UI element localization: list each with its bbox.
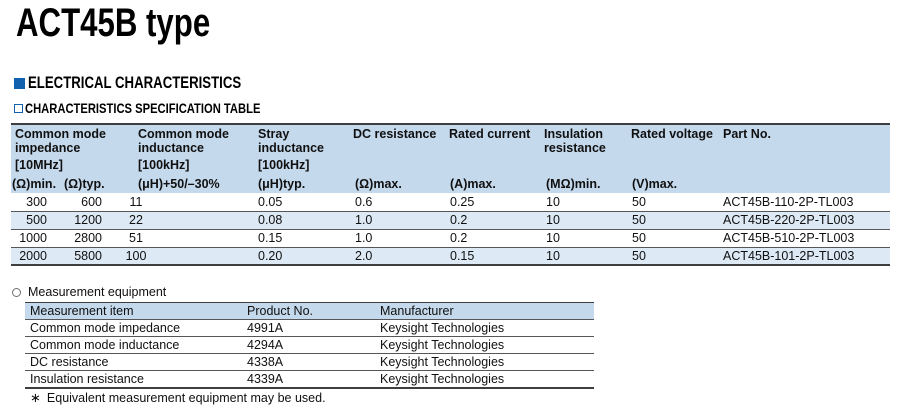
measurement-row: Common mode inductance 4294A Keysight Te… <box>25 336 594 354</box>
spec-value: 10 <box>543 193 630 212</box>
filled-square-icon <box>14 78 25 89</box>
measurement-header-row: Measurement item Product No. Manufacture… <box>25 302 594 320</box>
footnote-text: Equivalent measurement equipment may be … <box>46 391 326 405</box>
spec-col-stray-inductance: Stray inductance [100kHz] <box>252 124 352 176</box>
open-square-icon <box>14 103 23 113</box>
meas-manufacturer: Keysight Technologies <box>380 371 505 386</box>
spec-value: 10 <box>543 229 630 248</box>
spec-value: 2800 <box>58 229 112 248</box>
spec-value: 1200 <box>58 211 112 230</box>
spec-value: 1.0 <box>352 211 448 230</box>
meas-col-item: Measurement item <box>25 302 247 320</box>
spec-value: 0.2 <box>448 211 543 230</box>
measurement-row: Common mode impedance 4991A Keysight Tec… <box>25 319 594 337</box>
measurement-equipment-label: Measurement equipment <box>12 285 166 299</box>
spec-value: 500 <box>11 211 58 230</box>
meas-manufacturer: Keysight Technologies <box>380 319 594 337</box>
spec-value: 100 <box>125 248 147 263</box>
spec-value: 2000 <box>19 248 47 263</box>
section-spec-table: CHARACTERISTICS SPECIFICATION TABLE <box>14 100 319 116</box>
spec-col-common-mode-inductance: Common mode inductance [100kHz] <box>112 124 252 176</box>
spec-value: 51 <box>112 229 252 248</box>
spec-col-rated-current: Rated current <box>448 124 543 176</box>
part-no: ACT45B-110-2P-TL003 <box>722 193 890 212</box>
page-title: ACT45B type <box>16 1 211 45</box>
meas-manufacturer: Keysight Technologies <box>380 353 594 371</box>
spec-header-names-row: Common mode impedance [10MHz] Common mod… <box>11 124 890 176</box>
spec-row: 2000 5800 100 0.20 2.0 0.15 10 50 ACT45B… <box>11 247 890 265</box>
part-no: ACT45B-510-2P-TL003 <box>722 229 890 248</box>
spec-value: 300 <box>11 193 58 212</box>
spec-col-common-mode-impedance: Common mode impedance [10MHz] <box>11 124 112 176</box>
spec-col-insulation-resistance: Insulation resistance <box>543 124 630 176</box>
meas-product-no: 4339A <box>247 371 284 386</box>
circle-bullet-icon <box>12 287 21 297</box>
spec-value: 0.20 <box>258 248 283 263</box>
spec-value: 11 <box>112 193 252 212</box>
spec-header-units-row: (Ω)min. (Ω)typ. (μH)+50/–30% (μH)typ. (Ω… <box>11 176 890 193</box>
part-no: ACT45B-220-2P-TL003 <box>722 211 890 230</box>
meas-col-product-no: Product No. <box>247 302 380 320</box>
spec-value: 2.0 <box>355 248 373 263</box>
spec-unit-part-no-empty <box>722 176 890 193</box>
spec-value: 600 <box>58 193 112 212</box>
asterisk-icon: ∗ <box>30 390 41 405</box>
spec-value: 22 <box>112 211 252 230</box>
spec-unit-dc-resistance: (Ω)max. <box>352 176 448 193</box>
spec-value: 1.0 <box>352 229 448 248</box>
meas-product-no: 4338A <box>247 353 380 371</box>
footnote: ∗ Equivalent measurement equipment may b… <box>30 390 326 406</box>
spec-value: 50 <box>630 229 722 248</box>
meas-product-no: 4294A <box>247 336 380 354</box>
meas-item: DC resistance <box>25 353 247 371</box>
spec-unit-rated-voltage: (V)max. <box>630 176 722 193</box>
meas-col-manufacturer: Manufacturer <box>380 302 594 320</box>
measurement-row: DC resistance 4338A Keysight Technologie… <box>25 353 594 371</box>
measurement-table: Measurement item Product No. Manufacture… <box>25 302 594 389</box>
spec-value: 50 <box>630 193 722 212</box>
spec-row: 500 1200 22 0.08 1.0 0.2 10 50 ACT45B-22… <box>11 211 890 230</box>
spec-unit-rated-current: (A)max. <box>448 176 543 193</box>
spec-value: 0.6 <box>352 193 448 212</box>
spec-row: 300 600 11 0.05 0.6 0.25 10 50 ACT45B-11… <box>11 193 890 212</box>
spec-col-dc-resistance: DC resistance <box>352 124 448 176</box>
meas-product-no: 4991A <box>247 319 380 337</box>
section-electrical-characteristics: ELECTRICAL CHARACTERISTICS <box>14 74 294 93</box>
spec-value: 10 <box>546 248 560 263</box>
measurement-row: Insulation resistance 4339A Keysight Tec… <box>25 371 594 388</box>
spec-col-rated-voltage: Rated voltage <box>630 124 722 176</box>
spec-unit-impedance-min: (Ω)min. <box>11 176 58 193</box>
spec-col-part-no: Part No. <box>722 124 890 176</box>
spec-unit-insulation: (MΩ)min. <box>543 176 630 193</box>
section-spec-label: CHARACTERISTICS SPECIFICATION TABLE <box>25 100 261 116</box>
spec-value: 0.15 <box>450 248 475 263</box>
spec-value: 0.2 <box>448 229 543 248</box>
meas-item: Insulation resistance <box>30 371 144 386</box>
spec-unit-stray: (μH)typ. <box>252 176 352 193</box>
meas-item: Common mode inductance <box>25 336 247 354</box>
spec-unit-impedance-typ: (Ω)typ. <box>58 176 112 193</box>
spec-table-header: Common mode impedance [10MHz] Common mod… <box>11 124 890 193</box>
spec-value: 1000 <box>11 229 58 248</box>
spec-row: 1000 2800 51 0.15 1.0 0.2 10 50 ACT45B-5… <box>11 229 890 248</box>
spec-value: 10 <box>543 211 630 230</box>
spec-value: 50 <box>632 248 646 263</box>
part-no: ACT45B-101-2P-TL003 <box>723 248 855 263</box>
spec-value: 0.25 <box>448 193 543 212</box>
measurement-table-header: Measurement item Product No. Manufacture… <box>25 302 594 320</box>
meas-manufacturer: Keysight Technologies <box>380 336 594 354</box>
spec-table: Common mode impedance [10MHz] Common mod… <box>11 123 890 266</box>
spec-value: 50 <box>630 211 722 230</box>
meas-item: Common mode impedance <box>25 319 247 337</box>
section-electrical-label: ELECTRICAL CHARACTERISTICS <box>28 74 242 92</box>
measurement-equipment-text: Measurement equipment <box>28 285 167 299</box>
spec-value: 0.05 <box>252 193 352 212</box>
spec-value: 0.15 <box>252 229 352 248</box>
spec-unit-inductance: (μH)+50/–30% <box>112 176 252 193</box>
spec-value: 5800 <box>74 248 102 263</box>
spec-value: 0.08 <box>252 211 352 230</box>
